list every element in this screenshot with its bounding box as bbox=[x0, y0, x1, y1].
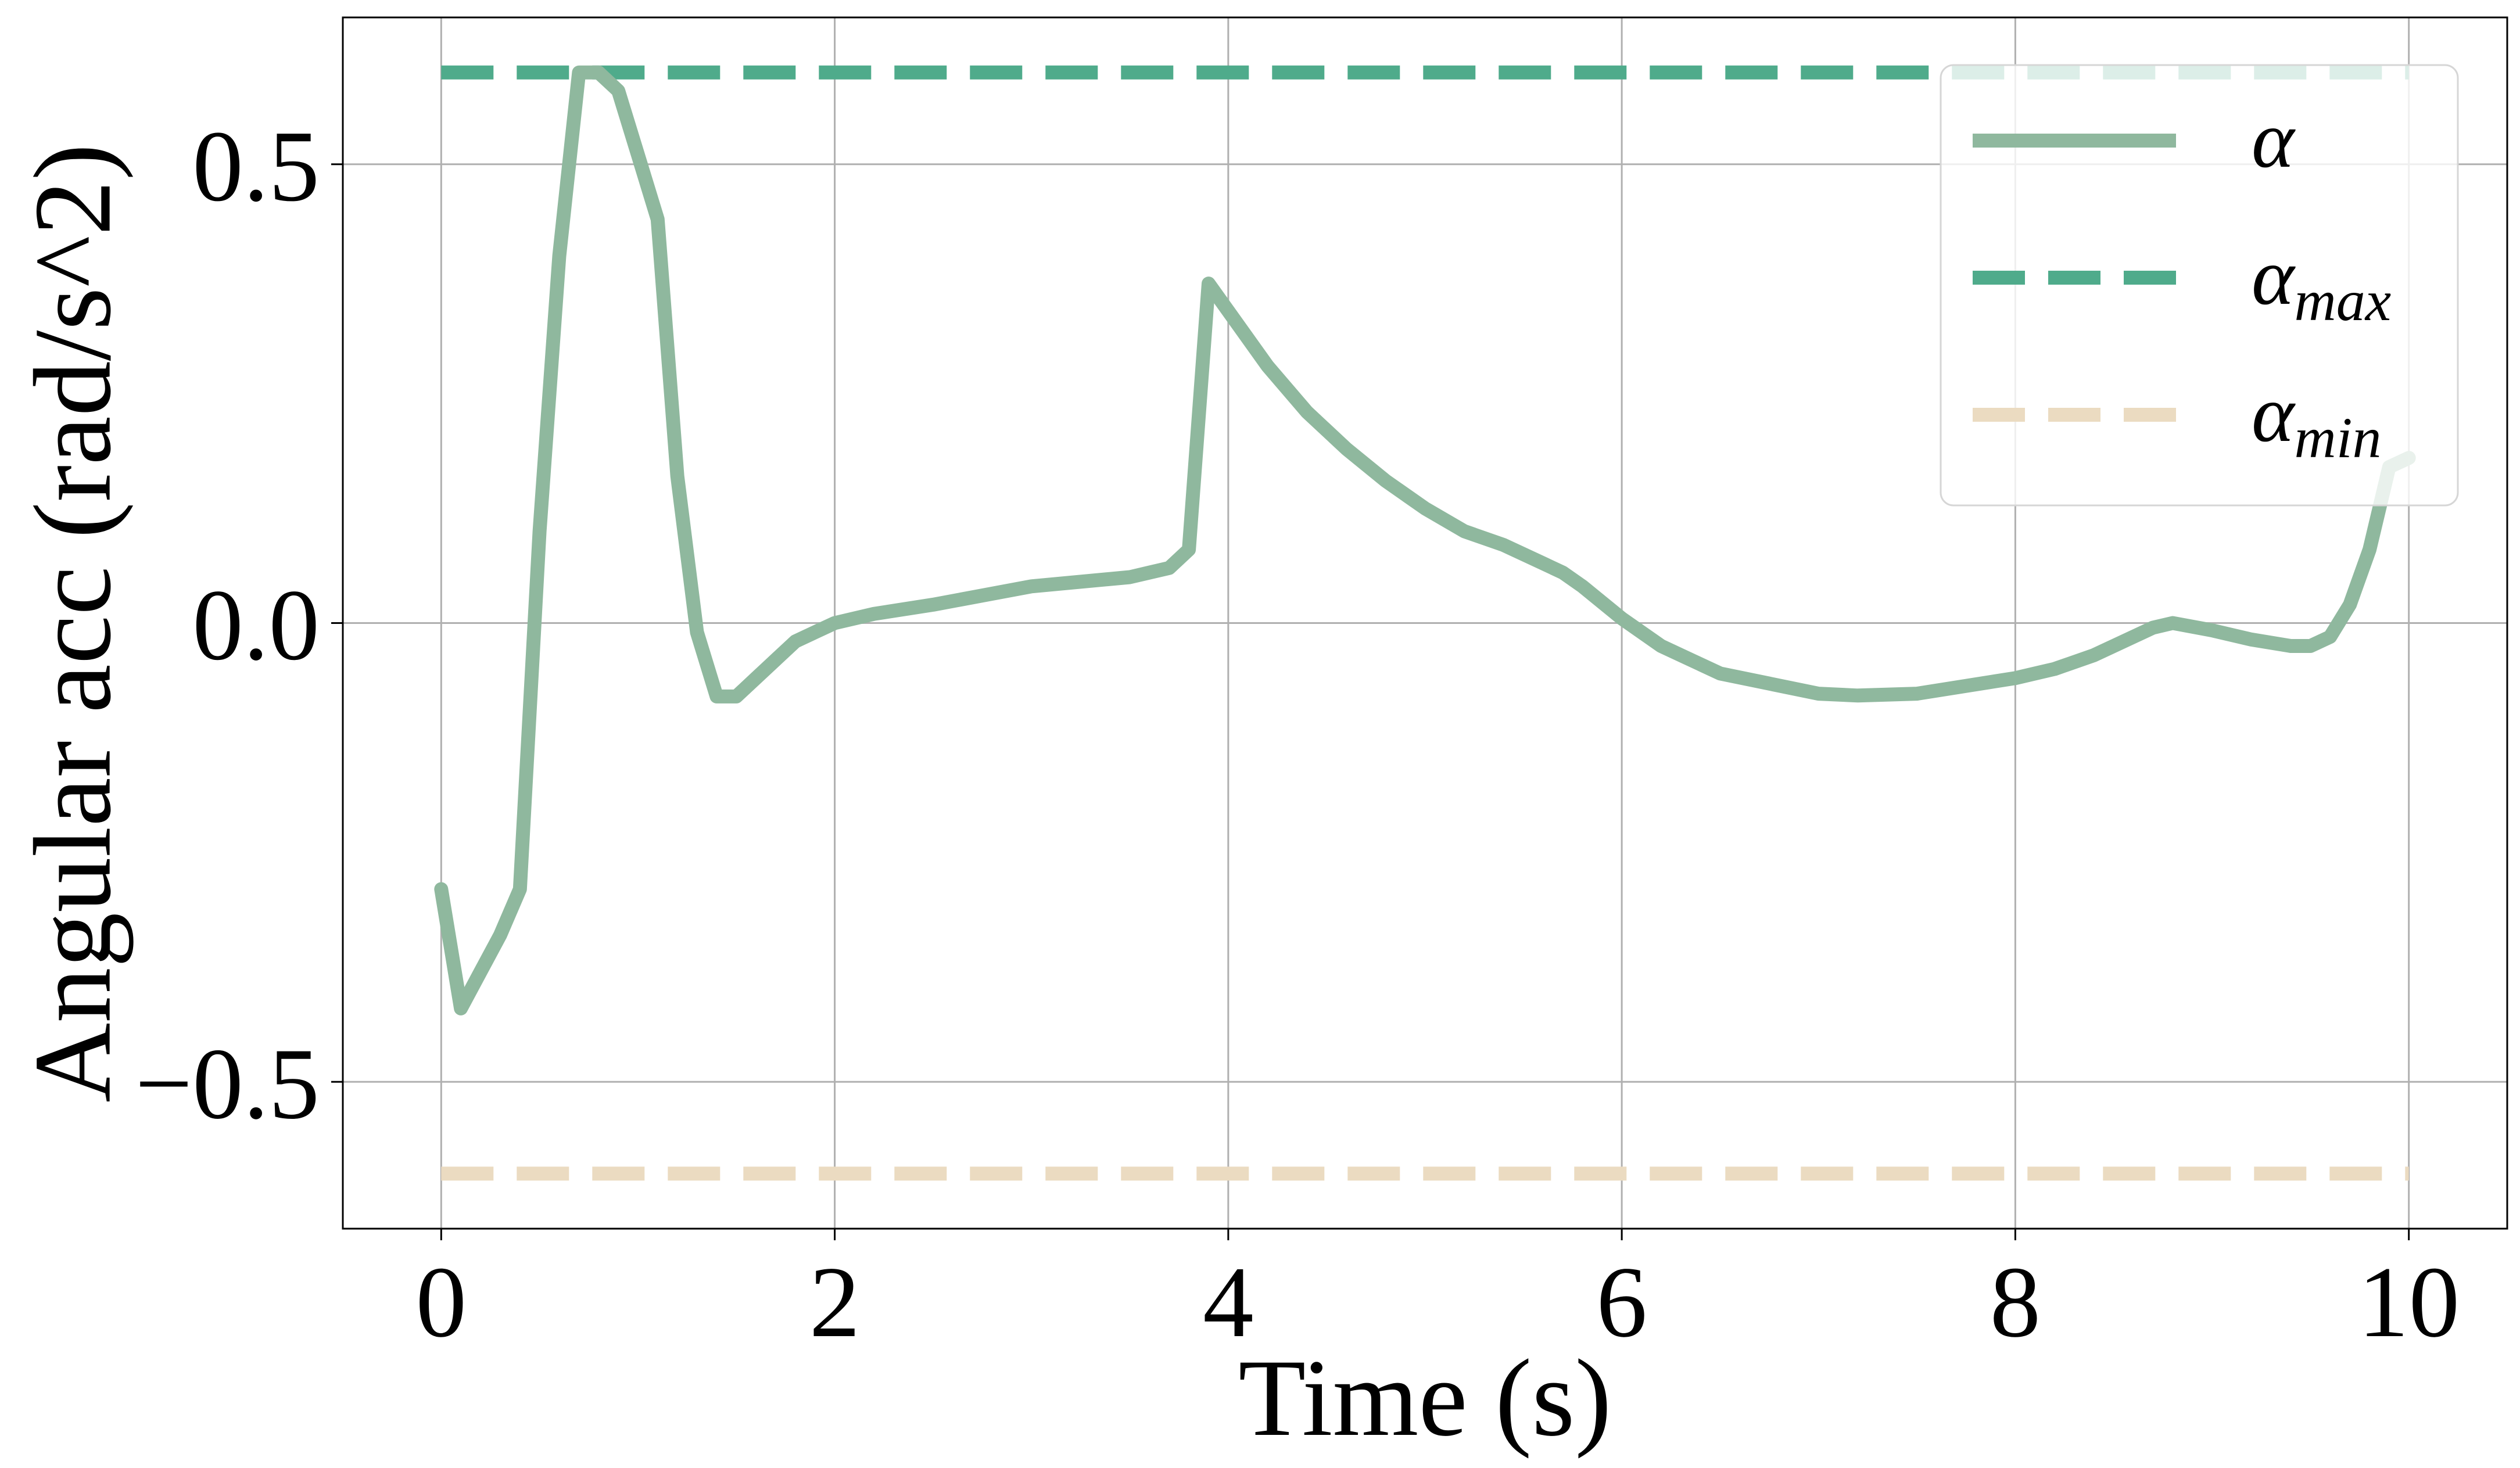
x-tick-label: 0 bbox=[416, 1246, 467, 1358]
legend-label-subscript: max bbox=[2295, 268, 2392, 333]
legend-label-name: α bbox=[2252, 369, 2296, 459]
legend-label: α bbox=[2252, 95, 2296, 185]
y-tick-label: −0.5 bbox=[135, 1027, 320, 1140]
x-tick-label: 8 bbox=[1990, 1246, 2041, 1358]
legend-label: αmin bbox=[2252, 369, 2382, 470]
x-axis-label: Time (s) bbox=[1238, 1337, 1611, 1459]
x-tick-label: 10 bbox=[2358, 1246, 2460, 1358]
y-axis-label: Angular acc (rad/s^2) bbox=[12, 143, 134, 1103]
legend-box bbox=[1940, 64, 2459, 507]
x-tick-label: 2 bbox=[809, 1246, 861, 1358]
alpha-series-line bbox=[434, 65, 2416, 1015]
axis-ticks: 0 2 4 6 8 10 −0.5 0.0 0.5 bbox=[135, 110, 2460, 1358]
legend-label-subscript: min bbox=[2295, 405, 2382, 470]
series-layer bbox=[434, 65, 2416, 1181]
legend-label-name: α bbox=[2252, 95, 2296, 185]
legend-label-name: α bbox=[2252, 232, 2296, 322]
x-tick-label: 6 bbox=[1596, 1246, 1647, 1358]
y-tick-label: 0.5 bbox=[192, 110, 320, 222]
legend-label: αmax bbox=[2252, 232, 2391, 333]
y-tick-label: 0.0 bbox=[192, 569, 320, 681]
x-tick-label: 4 bbox=[1203, 1246, 1254, 1358]
